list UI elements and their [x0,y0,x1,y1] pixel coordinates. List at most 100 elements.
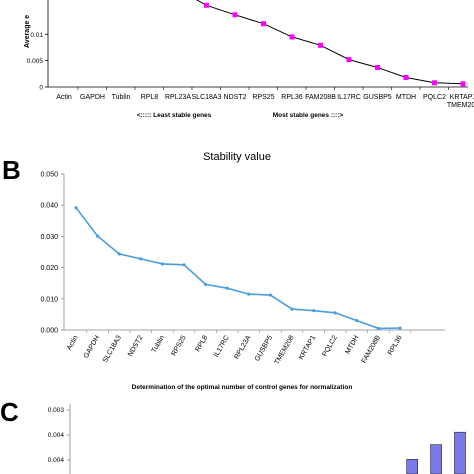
y-tick-label: 0.020 [40,265,58,272]
data-point-marker [160,262,164,266]
data-point-marker [247,292,251,296]
data-point-marker [268,293,272,297]
data-point-marker [289,34,295,40]
x-tick-label: PQLC2 [423,94,446,101]
x-tick: Actin [56,87,79,101]
panel-c-bars [406,431,466,474]
data-point-marker [261,21,266,27]
data-point-marker [312,309,316,313]
bar [430,444,442,474]
panel-a-ylabel: Average e [24,15,31,48]
x-tick: MTDH [396,87,421,101]
data-point-marker [333,311,337,315]
x-tick-label: PQLC2 [321,334,339,357]
x-tick-label: Actin [56,94,72,101]
x-tick-label: SLC18A3 [192,94,222,101]
x-tick: SLC18A3 [192,87,222,101]
y-tick-label: 0.004 [48,457,65,464]
x-tick-label: FAM208B [361,334,383,364]
panel-c-letter: C [0,397,19,427]
panel-c-y-ticks: 0.003 0.004 0.004 [48,407,70,464]
x-tick: GAPDH [80,87,107,101]
panel-b-y-ticks: 0.000 0.010 0.020 0.030 0.040 0.050 [40,172,64,335]
x-tick-label: RPL23A [165,94,191,101]
y-tick-label: 0.004 [48,432,65,439]
x-tick-label: Tublin [151,334,167,354]
data-point-marker [204,282,208,287]
y-tick-label: 0.050 [40,172,58,179]
x-tick: RPL36 [281,87,307,101]
x-tick-label: RPS25 [171,334,188,357]
x-tick-label: NDST2 [127,334,145,357]
panel-a-series [195,0,466,87]
x-tick: GUSBP5 [363,87,392,101]
x-tick-label: TMEM208 [447,102,474,109]
x-tick: RPS25 [252,87,278,101]
panel-b-x-ticks: Actin GAPDH SLC18A3 NDST2 Tublin RPS25 RPL8 IL1… [66,330,412,366]
x-tick-label: RPL8 [141,94,159,101]
y-tick-label: 0 [39,85,43,92]
panel-c: C Determination of the optimal number of… [0,384,466,474]
most-stable-label: Most stable genes ::::> [273,112,344,119]
x-tick-label: GUSBP5 [254,334,274,362]
bar [454,431,466,474]
panel-b-letter: B [2,155,21,185]
panel-b-series [74,206,402,331]
data-point-marker [460,81,466,87]
series-line [195,0,464,85]
data-point-marker [403,75,409,81]
x-tick-label: MTDH [396,94,416,101]
data-point-marker [375,64,380,70]
x-tick-label: SLC18A3 [102,334,123,364]
x-tick-label: GAPDH [80,94,105,101]
panel-b-title: Stability value [203,151,271,163]
x-tick-label: IL17RC [337,94,361,101]
data-point-marker [204,2,209,8]
x-tick-label: Tublin [112,94,131,101]
data-point-marker [376,326,380,331]
x-tick-label: Actin [66,334,80,351]
x-tick-label: IL17RC [213,335,231,359]
series-line [75,207,401,330]
data-point-marker [74,206,78,210]
panel-b: B Stability value 0.0000.0100.0200.0300.… [2,151,445,366]
least-stable-label: <::::: Least stable genes [137,112,212,119]
x-tick: NDST2 [224,87,250,101]
x-tick-label: KRTAP1 [450,94,474,101]
data-point-marker [318,42,323,48]
x-tick-label: MTDH [344,335,360,356]
data-point-marker [232,12,238,18]
x-tick-label: RPL36 [281,94,303,101]
panel-c-title: Determination of the optimal number of c… [132,384,353,391]
x-tick-label: KRTAP1 [298,334,317,361]
data-point-marker [96,234,100,238]
x-tick: RPL8 [141,87,164,101]
data-point-marker [225,286,229,290]
x-tick: RPL23A [165,87,193,101]
data-point-marker [398,326,402,330]
x-tick-label: GAPDH [83,335,102,360]
y-tick-label: 0.003 [48,407,65,414]
panel-a: Average e 0 0.005 0.01 Actin GAPDH Tublin RPL… [24,0,474,119]
x-tick-label: NDST2 [224,94,247,101]
panel-a-x-ticks: Actin GAPDH Tublin RPL8 RPL23A SLC18A3 NDST2 RP… [56,87,474,109]
x-tick-label: RPL23A [233,334,252,360]
y-tick-label: 0.005 [27,58,44,65]
y-tick-label: 0.030 [40,234,58,241]
x-tick-label: GUSBP5 [363,94,392,101]
x-tick: FAM208B [305,87,336,101]
data-point-marker [432,80,437,86]
data-point-marker [117,252,121,256]
x-tick-label: FAM208B [305,94,336,101]
x-tick: Tublin [112,87,136,101]
x-tick: PQLC2 [423,87,449,101]
y-tick-label: 0.040 [40,203,58,210]
data-point-marker [182,263,186,267]
data-point-marker [355,319,359,323]
x-tick-label: RPL36 [387,334,404,356]
data-point-marker [290,307,294,311]
x-tick-label: RPL8 [195,334,210,353]
panel-a-y-ticks: 0 0.005 0.01 [27,32,48,92]
x-tick-label: TMEM208 [274,334,296,366]
y-tick-label: 0.000 [40,328,58,335]
